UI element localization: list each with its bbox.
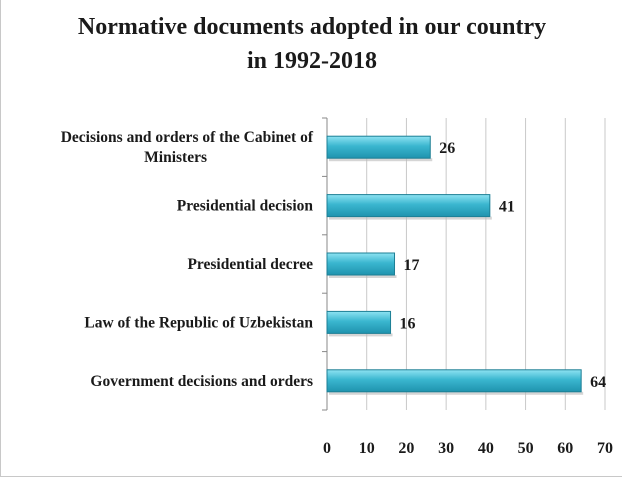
x-tick-label: 40 [478, 440, 494, 457]
x-tick-label: 20 [398, 440, 414, 457]
bar [326, 135, 431, 159]
x-tick-label: 70 [597, 440, 613, 457]
category-label: Decisions and orders of the Cabinet of Mi… [61, 129, 314, 166]
data-label: 26 [439, 140, 455, 157]
data-label: 16 [400, 315, 416, 332]
category-label: Presidential decision [177, 198, 314, 215]
x-tick-label: 50 [518, 440, 534, 457]
bar [326, 194, 491, 218]
category-label: Presidential decree [187, 256, 313, 273]
x-tick-label: 60 [557, 440, 573, 457]
chart-title-line-1: Normative documents adopted in our count… [77, 14, 547, 40]
bar-shadow [329, 391, 584, 395]
bar [326, 310, 392, 334]
data-label: 41 [499, 199, 515, 216]
x-tick-label: 10 [359, 440, 375, 457]
bar-shadow [329, 275, 397, 278]
chart-title: Normative documents adopted in our count… [1, 10, 622, 78]
category-label: Law of the Republic of Uzbekistan [84, 314, 313, 331]
bar [326, 252, 396, 276]
x-tick-label: 0 [323, 440, 331, 457]
data-label: 64 [590, 374, 606, 391]
bar-shadow [329, 216, 492, 220]
chart-title-line-2: in 1992-2018 [246, 48, 377, 74]
category-label: Government decisions and orders [90, 373, 313, 390]
bar-shadow [329, 158, 433, 162]
bar [326, 369, 582, 393]
bar-shadow [329, 333, 393, 337]
x-tick-label: 30 [438, 440, 454, 457]
data-label: 17 [404, 257, 420, 274]
